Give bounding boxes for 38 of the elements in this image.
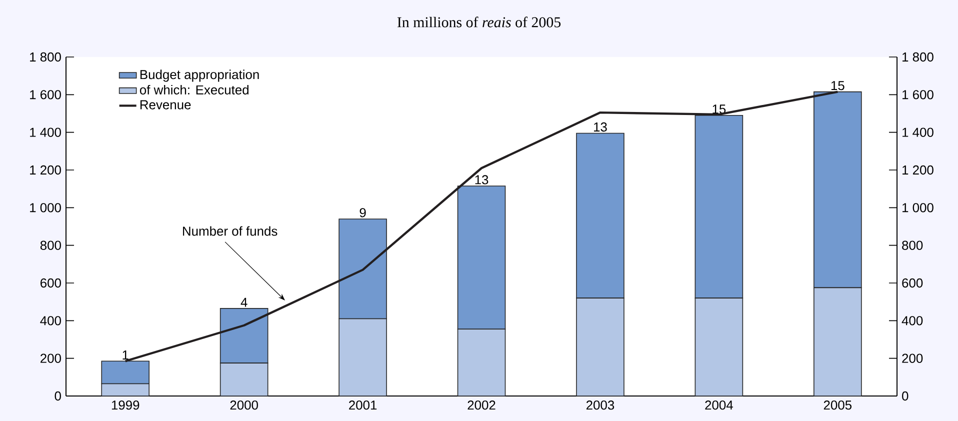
y2-tick-label: 1 400 (902, 128, 934, 137)
annotation: 9 (360, 208, 366, 218)
annotation: 1 (122, 350, 128, 360)
y-tick-label: 800 (40, 240, 61, 250)
y2-tick-label: 400 (902, 316, 923, 326)
x-tick-label: 1999 (112, 400, 140, 410)
y-tick-label: 600 (40, 278, 61, 288)
y-tick-label: 1 400 (30, 128, 61, 137)
y-tick-label: 1 800 (30, 52, 61, 62)
x-tick-label: 2002 (468, 400, 496, 410)
annotation: Number of funds (183, 226, 278, 236)
x-tick-label: 2004 (705, 400, 733, 410)
y-tick-label: 1 600 (30, 90, 61, 100)
y2-tick-label: 1 000 (902, 203, 934, 212)
annotation: 15 (831, 81, 844, 90)
y2-tick-label: 1 800 (902, 52, 934, 62)
y2-tick-label: 200 (902, 354, 923, 363)
y2-tick-label: 1 600 (902, 90, 934, 100)
x-tick-label: 2003 (586, 400, 614, 410)
x-tick-label: 2001 (349, 400, 377, 410)
x-tick-label: 2000 (230, 400, 258, 410)
legend-label: Budget appropriation (140, 70, 259, 82)
chart-subtitle: In millions of reais of 2005 (397, 16, 561, 28)
x-tick-label: 2005 (824, 400, 852, 410)
y2-tick-label: 0 (902, 391, 908, 401)
legend-label: of which: Executed (140, 84, 248, 94)
y-tick-label: 0 (54, 391, 61, 401)
y-tick-label: 400 (40, 316, 61, 326)
annotation: 4 (240, 298, 248, 307)
y-tick-label: 1 000 (30, 203, 61, 212)
legend-label: Revenue (140, 100, 191, 110)
annotation: 13 (594, 122, 607, 132)
y2-tick-label: 600 (902, 278, 923, 288)
y-tick-label: 200 (40, 354, 61, 363)
y2-tick-label: 1 200 (902, 165, 934, 175)
annotation: 13 (475, 175, 488, 184)
y-tick-label: 1 200 (30, 165, 61, 175)
y2-tick-label: 800 (902, 240, 923, 250)
